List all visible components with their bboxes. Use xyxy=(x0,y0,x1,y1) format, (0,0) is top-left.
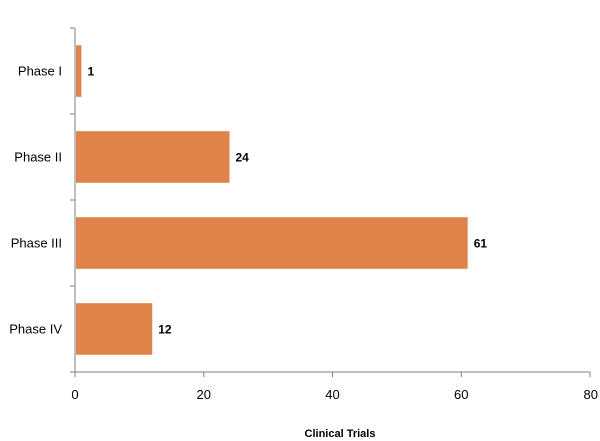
x-tick-labels-group: 0 20 40 60 80 xyxy=(71,387,598,402)
bar-phase-ii xyxy=(76,131,230,183)
x-tick-label: 40 xyxy=(325,387,339,402)
x-tick-label: 60 xyxy=(454,387,468,402)
x-tick-label: 20 xyxy=(197,387,211,402)
bar-phase-i xyxy=(76,45,82,97)
category-label: Phase III xyxy=(11,236,62,251)
axes-group xyxy=(70,27,591,377)
data-label: 12 xyxy=(158,323,172,337)
x-tick-label: 0 xyxy=(71,387,78,402)
category-label: Phase IV xyxy=(9,322,62,337)
data-label: 1 xyxy=(87,65,94,79)
category-label: Phase I xyxy=(18,64,62,79)
category-labels-group: Phase I Phase II Phase III Phase IV xyxy=(9,64,62,337)
category-label: Phase II xyxy=(14,150,62,165)
data-labels-group: 1 24 61 12 xyxy=(87,65,487,337)
bar-phase-iv xyxy=(76,303,153,355)
bars-group xyxy=(76,45,468,355)
data-label: 24 xyxy=(236,151,250,165)
data-label: 61 xyxy=(474,237,488,251)
x-axis-title: Clinical Trials xyxy=(305,428,376,440)
bar-phase-iii xyxy=(76,217,468,269)
x-tick-label: 80 xyxy=(584,387,598,402)
